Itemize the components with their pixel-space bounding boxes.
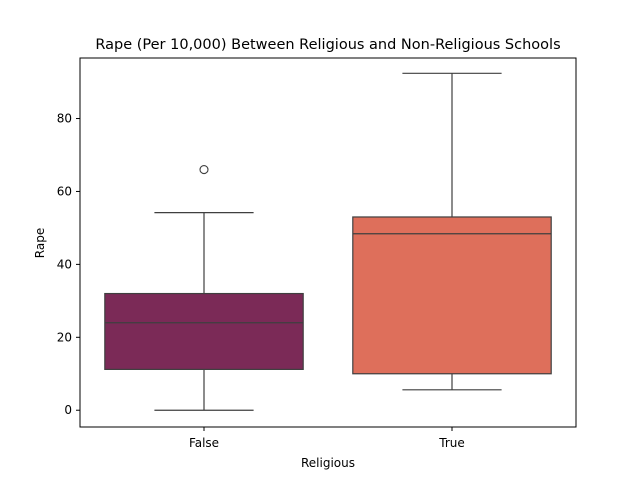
y-tick-label-20: 20 — [57, 330, 72, 344]
x-tick-label-false: False — [189, 436, 219, 450]
plot-area: 0 20 40 60 80 False True — [57, 57, 577, 450]
y-tick-label-80: 80 — [57, 112, 72, 126]
x-tick-label-true: True — [438, 436, 465, 450]
box-false — [104, 292, 304, 370]
plot-frame — [79, 57, 577, 428]
y-tick-label-0: 0 — [64, 403, 72, 417]
outlier-point-false-0 — [199, 165, 209, 175]
box-true — [352, 216, 552, 375]
x-axis-label: Religious — [301, 456, 355, 470]
y-tick-label-40: 40 — [57, 257, 72, 271]
chart-title: Rape (Per 10,000) Between Religious and … — [95, 37, 560, 53]
y-axis-label: Rape — [33, 228, 47, 258]
y-tick-label-60: 60 — [57, 184, 72, 198]
